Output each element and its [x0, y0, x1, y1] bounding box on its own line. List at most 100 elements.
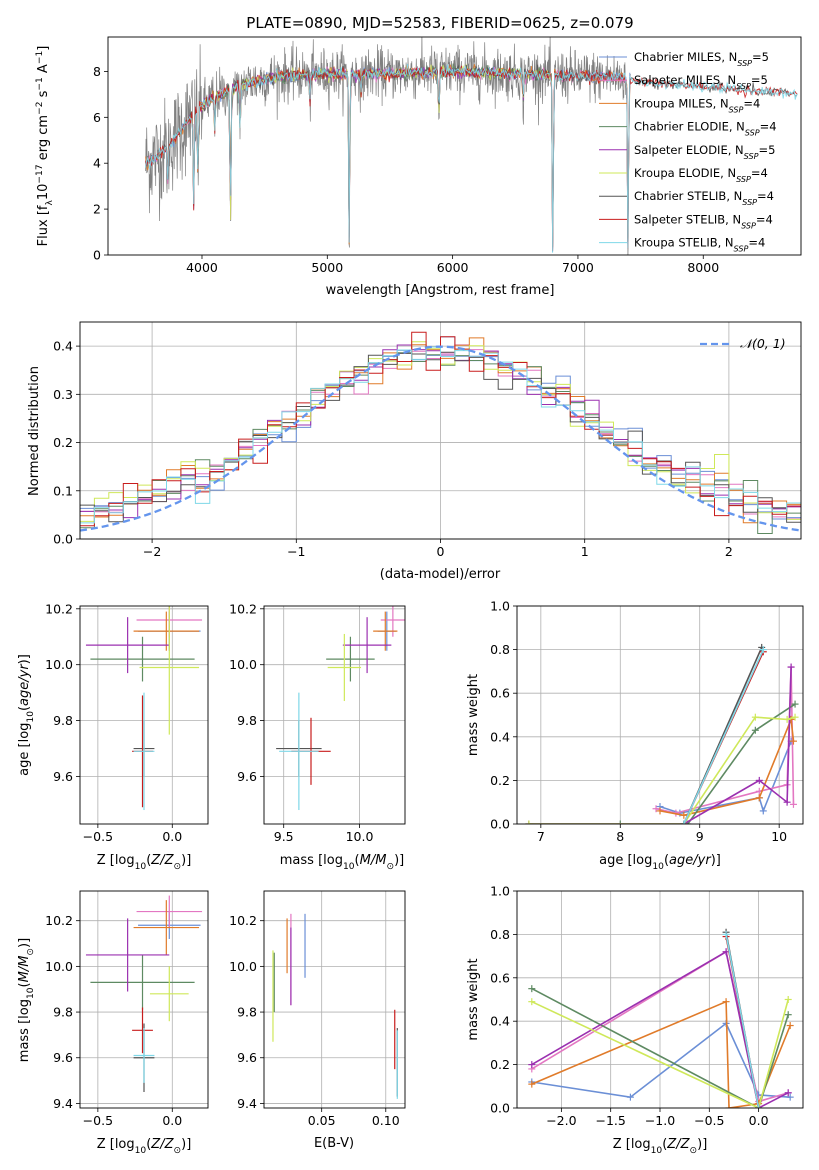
label-part: 10 — [135, 862, 147, 872]
label-part: SSP — [734, 244, 749, 253]
mass-weight-line — [531, 950, 789, 1108]
label-part: age/yr — [17, 663, 32, 706]
y-tick-label: 9.6 — [53, 769, 73, 784]
label-part: )] — [697, 1137, 707, 1152]
axes-frame — [263, 890, 406, 1109]
x-tick-label: 0.0 — [162, 829, 182, 844]
y-axis-label: Normed distribution — [27, 366, 42, 496]
label-part: 10 — [652, 862, 664, 872]
label-part: SSP — [729, 105, 744, 114]
label-part: 10 — [343, 862, 355, 872]
label-part: Salpeter STELIB, N — [634, 212, 741, 226]
mass-weight-line — [531, 1000, 791, 1108]
x-tick-label: 8 — [616, 829, 624, 844]
label-part: =4 — [756, 212, 773, 226]
mass-weight-line — [531, 999, 789, 1108]
label-part: =5 — [752, 50, 769, 64]
label-part: Flux [f — [36, 205, 51, 246]
x-tick-label: 7 — [537, 829, 545, 844]
x-axis-label: mass [log10(M/M⊙)] — [280, 853, 404, 872]
x-axis-label: Z [log10(Z/Z⊙)] — [613, 1137, 708, 1156]
y-tick-label: 10.2 — [45, 601, 73, 616]
label-part: Chabrier ELODIE, N — [634, 120, 745, 134]
residuals-plot-area — [80, 331, 801, 539]
label-part: Kroupa ELODIE, N — [634, 166, 736, 180]
mass-vs-z-axes: −0.5 0.09.49.69.810.010.2Z [log10(Z/Z⊙)]m… — [17, 890, 209, 1156]
label-part: Z [log — [97, 853, 135, 868]
y-tick-label: 0.6 — [490, 970, 510, 985]
x-tick-label: 7000 — [562, 260, 594, 275]
legend-label: Salpeter ELODIE, NSSP=5 — [634, 143, 775, 161]
y-axis-label: mass [log10(M/M⊙)] — [17, 938, 36, 1062]
y-tick-label: 1.0 — [490, 599, 510, 614]
y-tick-label: 0.4 — [490, 1014, 510, 1029]
y-tick-label: 0.6 — [490, 686, 510, 701]
label-part: SSP — [745, 128, 760, 137]
x-tick-label: −1.5 — [596, 1113, 626, 1128]
x-tick-label: −0.5 — [83, 1113, 113, 1128]
label-part: 10 — [26, 987, 36, 999]
x-tick-label: 9.5 — [274, 829, 294, 844]
x-tick-label: 8000 — [687, 260, 719, 275]
label-part: mass [log — [280, 853, 343, 868]
label-part: ( — [146, 853, 151, 868]
x-tick-label: −2 — [143, 544, 161, 559]
y-tick-label: 10.0 — [229, 657, 257, 672]
x-axis-label: Z [log10(Z/Z⊙)] — [97, 1137, 192, 1156]
legend-label: 𝒩(0, 1) — [740, 336, 786, 351]
massweight-vs-z-plot-area — [528, 928, 794, 1108]
label-part: ⊙ — [174, 1146, 182, 1156]
axes-frame — [516, 605, 804, 825]
y-tick-label: 2 — [93, 202, 101, 217]
y-tick-label: 0.0 — [490, 817, 510, 832]
y-tick-label: 6 — [93, 110, 101, 125]
y-axis-label: mass weight — [466, 674, 481, 756]
y-tick-label: 10.2 — [229, 601, 257, 616]
mass-vs-z-plot-area — [85, 895, 203, 1093]
label-part: )] — [181, 853, 191, 868]
label-part: Chabrier STELIB, N — [634, 189, 742, 203]
label-part: −2 — [35, 102, 45, 115]
label-part: ( — [17, 706, 32, 711]
legend-label: Chabrier MILES, NSSP=5 — [634, 50, 769, 68]
label-part: )] — [17, 938, 32, 948]
label-part: λ — [45, 200, 55, 206]
legend-label: Kroupa MILES, NSSP=4 — [634, 96, 760, 114]
y-tick-label: 9.8 — [53, 713, 73, 728]
y-tick-label: 0.8 — [490, 927, 510, 942]
label-part: Z [log — [97, 1137, 135, 1152]
label-part: M/M — [360, 853, 387, 868]
axes-frame — [107, 36, 802, 256]
x-tick-label: −1 — [287, 544, 305, 559]
y-tick-label: 0.2 — [53, 435, 73, 450]
label-part: −1 — [35, 77, 45, 90]
label-part: )] — [181, 1137, 191, 1152]
label-part: Kroupa MILES, N — [634, 96, 729, 110]
y-tick-label: 0.0 — [490, 1101, 510, 1116]
x-tick-label: 4000 — [186, 260, 218, 275]
x-tick-label: 10.0 — [346, 829, 374, 844]
legend-label: Kroupa STELIB, NSSP=4 — [634, 236, 765, 254]
label-part: ⊙ — [690, 1146, 698, 1156]
y-tick-label: 9.8 — [53, 1005, 73, 1020]
label-part: Z/Z — [666, 1137, 690, 1152]
y-tick-label: 9.8 — [237, 1005, 257, 1020]
label-part: =4 — [751, 166, 768, 180]
y-tick-label: 9.8 — [237, 713, 257, 728]
label-part: age/yr — [669, 853, 712, 868]
label-part: ( — [17, 982, 32, 987]
label-part: =4 — [743, 96, 760, 110]
y-tick-label: 9.4 — [237, 1096, 257, 1111]
x-tick-label: −0.5 — [83, 829, 113, 844]
y-tick-label: 4 — [93, 156, 101, 171]
x-axis-label: E(B-V) — [314, 1136, 354, 1151]
label-part: =5 — [751, 73, 768, 87]
spectrum-plot-area — [145, 37, 798, 255]
massweight-vs-age-axes: 7 8 9 10 0.0 0.2 0.4 0.6 0.8 1.0 mass weight age [l… — [466, 599, 804, 872]
y-tick-label: 10.0 — [229, 959, 257, 974]
label-part: 10 — [651, 1146, 663, 1156]
mass-weight-line — [655, 666, 795, 814]
label-part: )] — [394, 853, 404, 868]
